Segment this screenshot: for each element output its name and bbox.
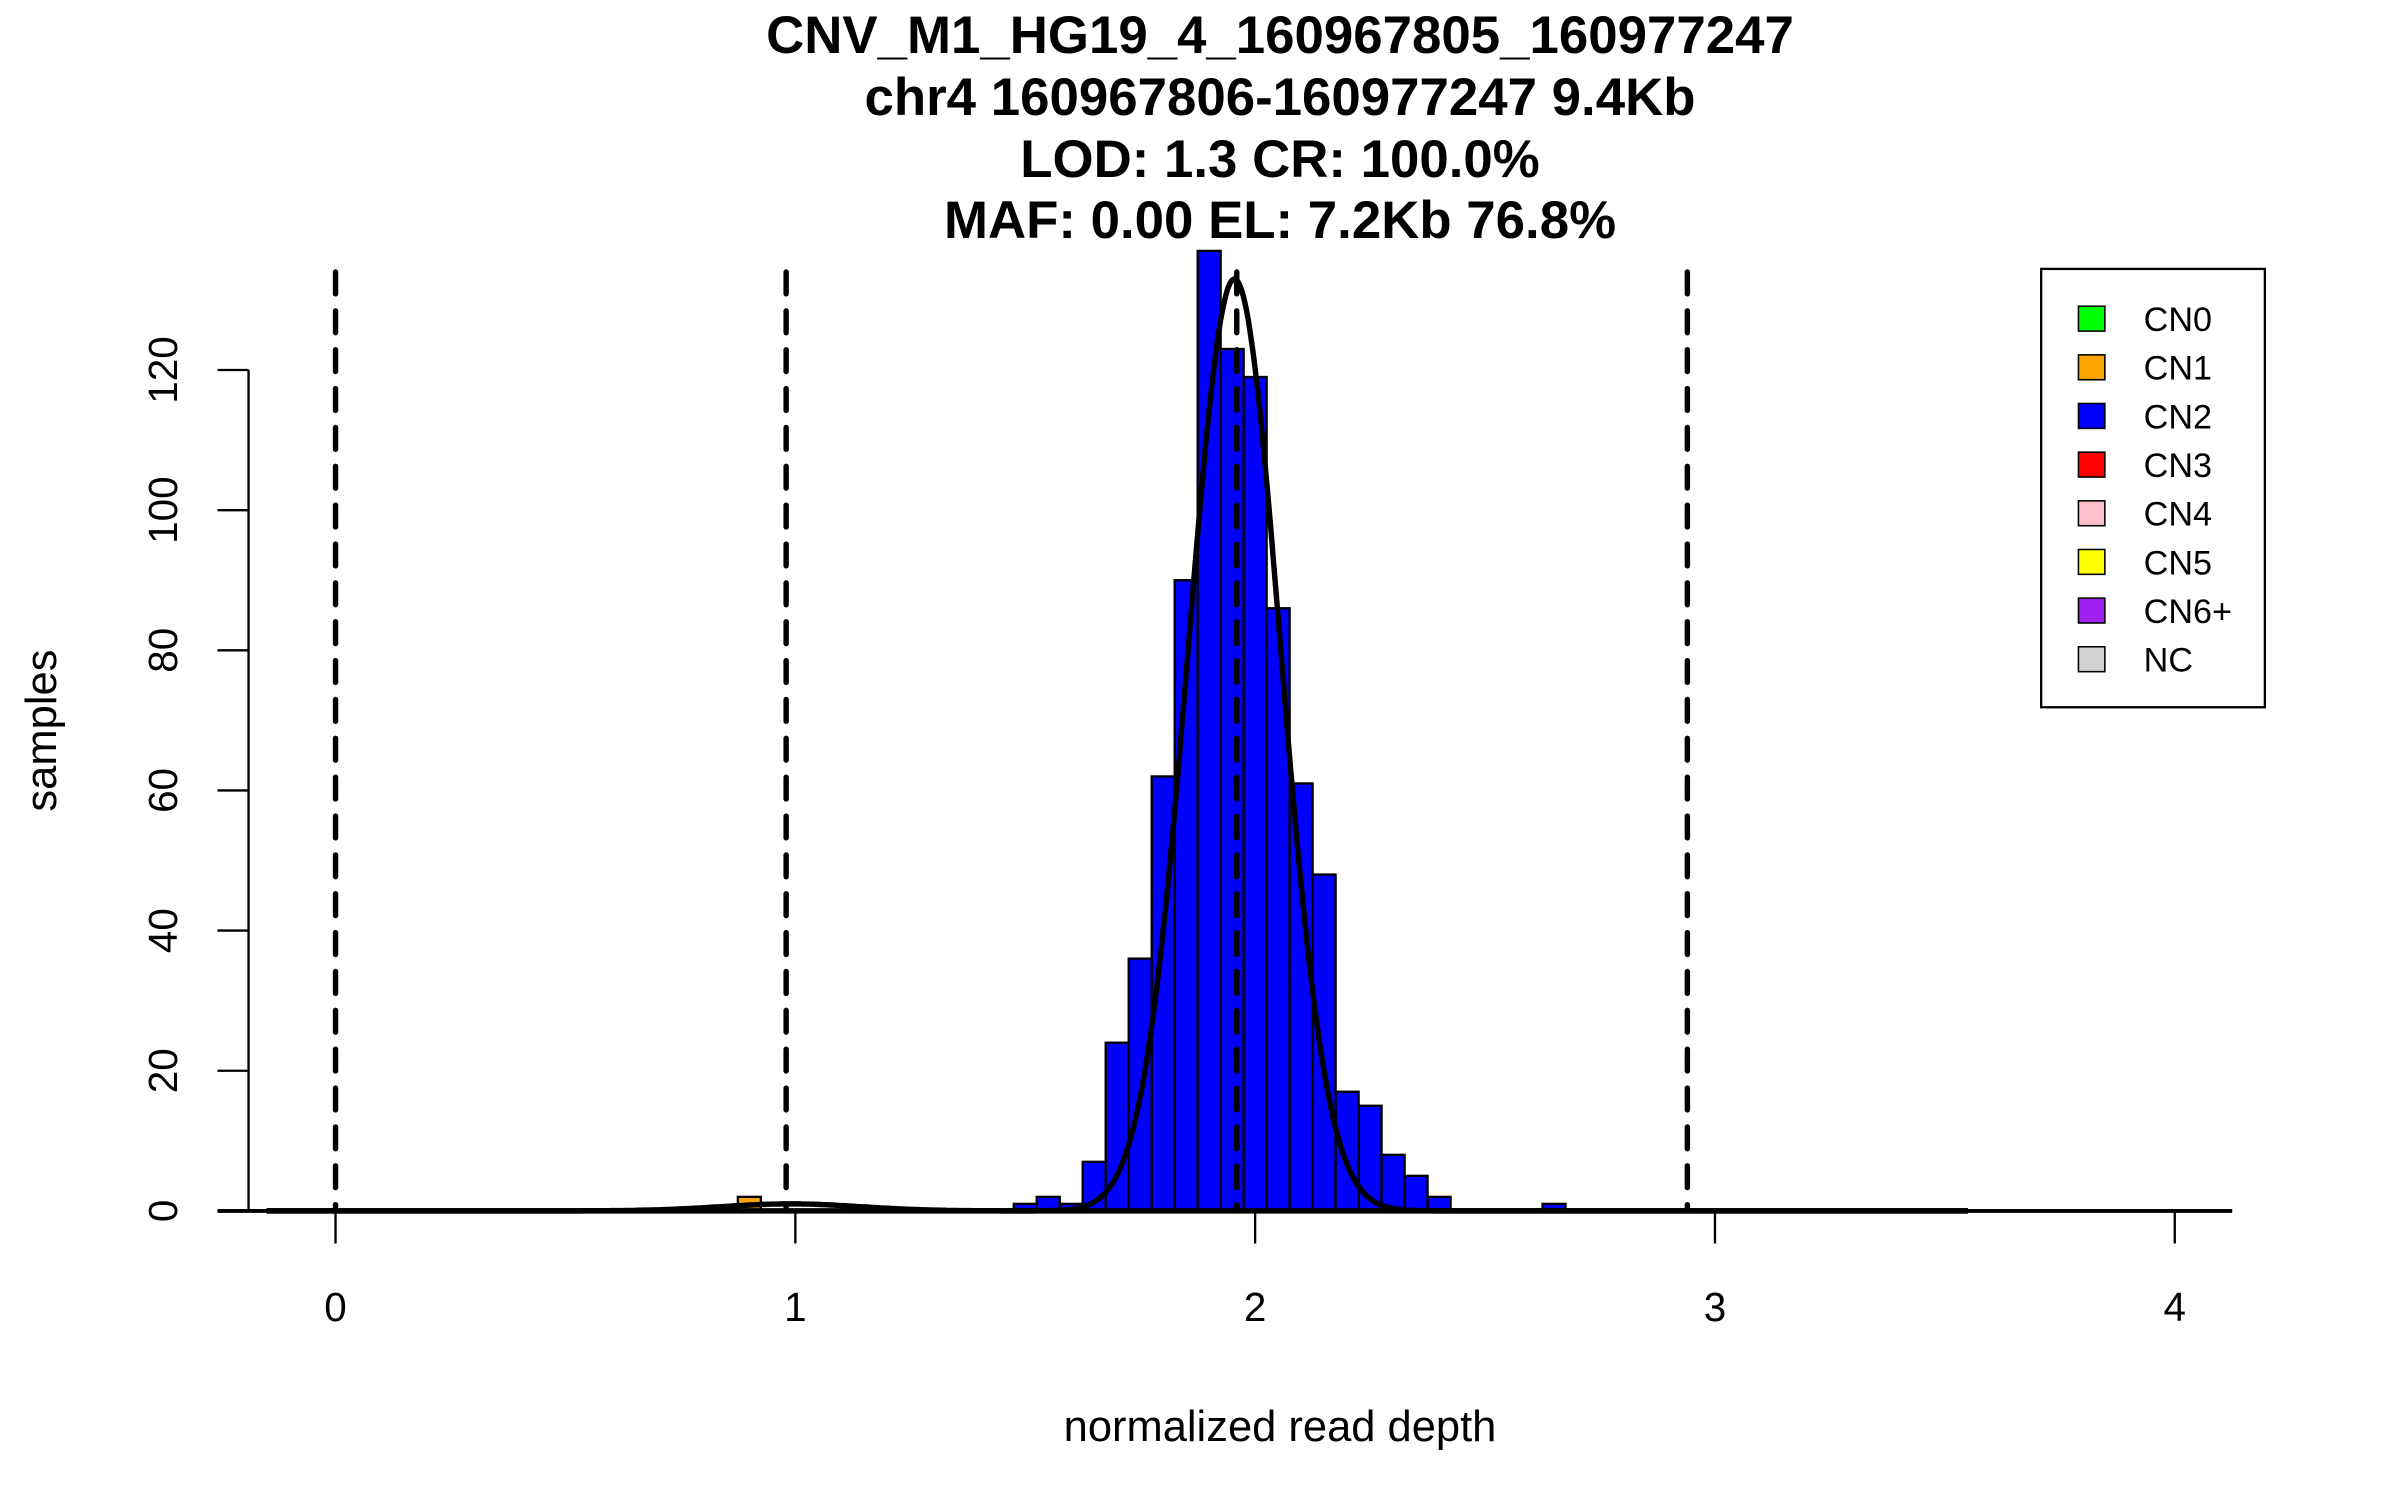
y-tick-label: 80: [140, 628, 186, 673]
legend-swatch: [2077, 548, 2106, 576]
histogram-bars: [736, 249, 1567, 1213]
legend: CN0 CN1 CN2 CN3 CN4 CN5 CN6+ NC: [2040, 267, 2267, 709]
histogram-bar: [1288, 782, 1314, 1213]
title-line-4: MAF: 0.00 EL: 7.2Kb 76.8%: [944, 191, 1616, 250]
legend-swatch: [2077, 305, 2106, 332]
y-axis-label: samples: [18, 650, 66, 812]
title-line-2: chr4 160967806-160977247 9.4Kb: [865, 68, 1696, 127]
x-tick-label: 2: [1244, 1284, 1266, 1330]
y-axis: 0 20 40 60 80 100 120: [140, 336, 250, 1222]
histogram-bar: [1380, 1153, 1406, 1213]
legend-swatch: [2077, 597, 2106, 624]
x-tick-label: 0: [324, 1284, 346, 1330]
legend-label: CN1: [2144, 350, 2212, 388]
histogram-bar: [1242, 375, 1268, 1213]
y-tick-label: 20: [140, 1048, 186, 1093]
histogram-bar: [1219, 347, 1245, 1213]
histogram-bar: [1311, 873, 1337, 1213]
x-axis: 0 1 2 3 4: [324, 1210, 2186, 1330]
y-tick-label: 60: [140, 768, 186, 813]
x-tick-label: 4: [2164, 1284, 2186, 1330]
histogram-bar: [1334, 1090, 1360, 1213]
legend-swatch: [2077, 402, 2106, 430]
legend-box: [2040, 267, 2267, 709]
legend-label: NC: [2144, 642, 2193, 680]
x-tick-label: 1: [784, 1284, 806, 1330]
legend-label: CN6+: [2144, 593, 2232, 631]
legend-swatch: [2077, 354, 2106, 381]
legend-label: CN0: [2144, 301, 2212, 339]
y-tick-label: 40: [140, 908, 186, 953]
copy-number-dashed-lines: [332, 269, 1691, 1214]
x-axis-label: normalized read depth: [1064, 1403, 1497, 1451]
legend-swatch: [2077, 451, 2106, 478]
histogram-bar: [1403, 1174, 1429, 1213]
x-tick-label: 3: [1704, 1284, 1726, 1330]
legend-swatch: [2077, 646, 2106, 673]
y-tick-label: 120: [140, 336, 186, 403]
legend-label: CN3: [2144, 447, 2212, 485]
y-tick-label: 100: [140, 476, 186, 543]
chart-title: CNV_M1_HG19_4_160967805_160977247 chr4 1…: [766, 6, 1794, 250]
title-line-3: LOD: 1.3 CR: 100.0%: [1020, 130, 1539, 189]
y-tick-label: 0: [140, 1200, 186, 1222]
legend-label: CN5: [2144, 544, 2212, 582]
legend-label: CN4: [2144, 496, 2212, 534]
legend-swatch: [2077, 500, 2106, 527]
legend-label: CN2: [2144, 398, 2212, 436]
title-line-1: CNV_M1_HG19_4_160967805_160977247: [766, 6, 1794, 65]
